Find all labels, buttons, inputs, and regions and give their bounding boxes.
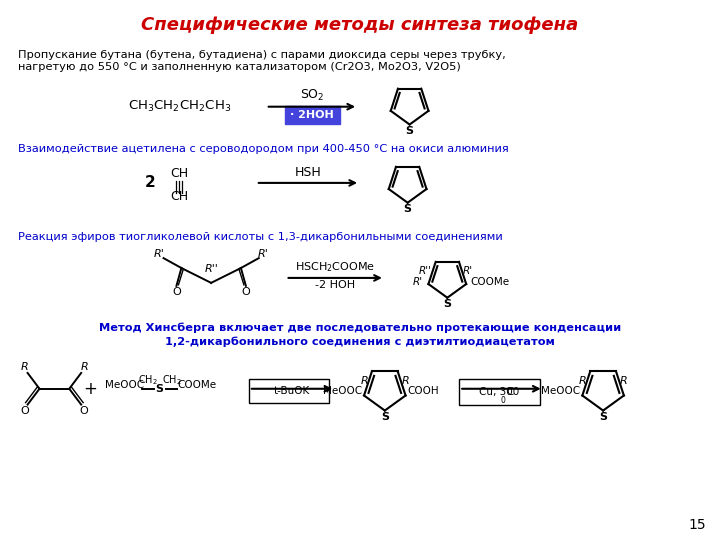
Text: R: R (402, 376, 410, 386)
Text: Специфические методы синтеза тиофена: Специфические методы синтеза тиофена (141, 16, 579, 33)
Text: R: R (80, 362, 88, 372)
Text: Пропускание бутана (бутена, бутадиена) с парами диоксида серы через трубку,
нагр: Пропускание бутана (бутена, бутадиена) с… (18, 50, 505, 72)
Text: -2 HOH: -2 HOH (315, 280, 355, 290)
Text: O: O (241, 287, 251, 297)
Text: $\mathregular{SO_2}$: $\mathregular{SO_2}$ (300, 88, 325, 103)
Text: MeOOC: MeOOC (105, 380, 144, 390)
Text: R': R' (257, 249, 268, 259)
Text: MeOOC: MeOOC (323, 386, 362, 395)
Text: R': R' (154, 249, 165, 259)
Text: S: S (156, 384, 163, 394)
FancyBboxPatch shape (459, 379, 539, 404)
FancyBboxPatch shape (284, 106, 340, 124)
Text: O: O (20, 406, 29, 416)
Text: Cu, 300: Cu, 300 (480, 387, 520, 397)
Text: $\mathregular{HSCH_2COOMe}$: $\mathregular{HSCH_2COOMe}$ (295, 260, 375, 274)
Text: R: R (21, 362, 29, 372)
Text: CH: CH (171, 190, 189, 203)
Text: 15: 15 (688, 518, 706, 532)
Text: O: O (172, 287, 181, 297)
Text: S: S (599, 411, 607, 422)
Text: COOH: COOH (408, 386, 439, 395)
Text: Реакция эфиров тиогликолевой кислоты с 1,3-дикарбонильными соединениями: Реакция эфиров тиогликолевой кислоты с 1… (18, 232, 503, 242)
Text: R'': R'' (204, 264, 218, 274)
Text: C: C (507, 387, 514, 397)
Text: $\mathregular{CH_2}$: $\mathregular{CH_2}$ (138, 373, 158, 387)
Text: R': R' (413, 277, 423, 287)
Text: CH: CH (171, 166, 189, 179)
Text: · 2HOH: · 2HOH (290, 110, 334, 120)
Text: COOMe: COOMe (177, 380, 217, 390)
Text: +: + (84, 380, 97, 398)
Text: O: O (80, 406, 89, 416)
Text: Взаимодействие ацетилена с сероводородом при 400-450 °C на окиси алюминия: Взаимодействие ацетилена с сероводородом… (18, 144, 508, 154)
Text: R'': R'' (419, 266, 432, 276)
Text: R: R (579, 376, 586, 386)
FancyBboxPatch shape (249, 379, 329, 403)
Text: $\mathregular{CH_2}$: $\mathregular{CH_2}$ (161, 373, 181, 387)
Text: S: S (404, 204, 412, 214)
Text: $\mathregular{CH_3CH_2CH_2CH_3}$: $\mathregular{CH_3CH_2CH_2CH_3}$ (127, 99, 231, 114)
Text: Метод Хинсберга включает две последовательно протекающие конденсации: Метод Хинсберга включает две последовате… (99, 322, 621, 333)
Text: R: R (360, 376, 368, 386)
Text: 1,2-дикарбонильного соединения с диэтилтиодиацетатом: 1,2-дикарбонильного соединения с диэтилт… (165, 336, 555, 347)
Text: HSH: HSH (295, 166, 322, 179)
Text: MeOOC: MeOOC (541, 386, 580, 395)
Text: S: S (444, 299, 451, 309)
Text: 2: 2 (144, 176, 155, 191)
Text: R: R (620, 376, 628, 386)
Text: COOMe: COOMe (470, 277, 509, 287)
Text: S: S (381, 411, 389, 422)
Text: t-BuOK: t-BuOK (274, 386, 310, 396)
Text: S: S (405, 125, 413, 136)
Text: R': R' (463, 266, 473, 276)
Text: 0: 0 (500, 396, 505, 405)
